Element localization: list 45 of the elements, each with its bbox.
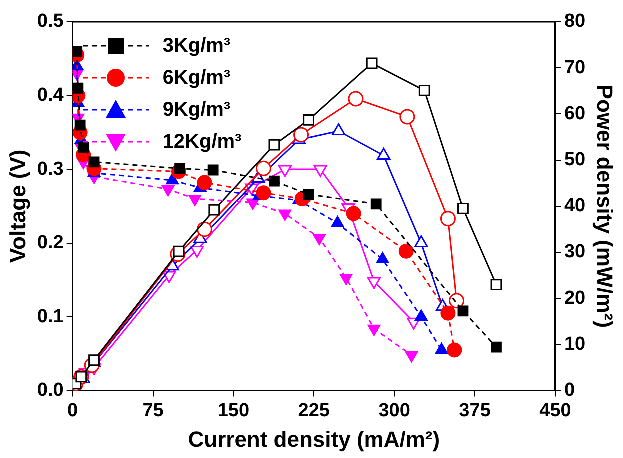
point [440, 211, 456, 227]
legend-label: 12Kg/m³ [162, 130, 242, 154]
point [449, 293, 465, 309]
point [256, 160, 272, 176]
y2-tick-label: 20 [564, 288, 586, 309]
point [332, 124, 346, 136]
point [458, 203, 469, 214]
y2-tick-label: 60 [564, 103, 586, 124]
legend-label: 9Kg/m³ [162, 98, 231, 122]
point [348, 91, 364, 107]
y2-tick-label: 0 [564, 380, 576, 402]
x-axis-title: Current density (mA/m²) [188, 426, 440, 452]
point [303, 114, 314, 126]
y2-tick-label: 80 [564, 11, 586, 32]
y-tick-label: 0.2 [37, 232, 64, 254]
x-tick-label: 300 [378, 400, 410, 422]
point [268, 139, 280, 151]
point [208, 204, 220, 216]
y2-tick-label: 30 [564, 242, 586, 263]
x-tick-label: 150 [218, 400, 250, 422]
y2-tick-label: 50 [564, 150, 586, 171]
y-axis-title: Voltage (V) [5, 150, 30, 264]
y-tick-label: 0.5 [37, 11, 64, 32]
x-tick-label: 450 [540, 400, 572, 422]
y2-tick-label: 70 [564, 57, 586, 78]
point [400, 109, 416, 125]
point [490, 279, 502, 290]
y-tick-label: 0.1 [37, 306, 64, 328]
point [366, 58, 378, 70]
x-tick-label: 75 [142, 400, 164, 422]
y2-axis-title: Power density (mW/m²) [592, 84, 618, 328]
point [414, 236, 428, 248]
x-tick-label: 0 [68, 400, 78, 422]
legend-label: 6Kg/m³ [162, 66, 231, 90]
point [196, 222, 212, 238]
x-tick-label: 375 [459, 400, 492, 422]
y-tick-label: 0.0 [37, 380, 64, 402]
point [294, 127, 310, 143]
legend-label: 3Kg/m³ [162, 34, 231, 58]
x-tick-label: 225 [298, 400, 330, 422]
y2-tick-label: 40 [564, 196, 586, 217]
y-tick-label: 0.3 [37, 158, 64, 180]
y2-tick-label: 10 [564, 334, 586, 355]
point [418, 84, 430, 96]
y-tick-label: 0.4 [37, 84, 64, 106]
